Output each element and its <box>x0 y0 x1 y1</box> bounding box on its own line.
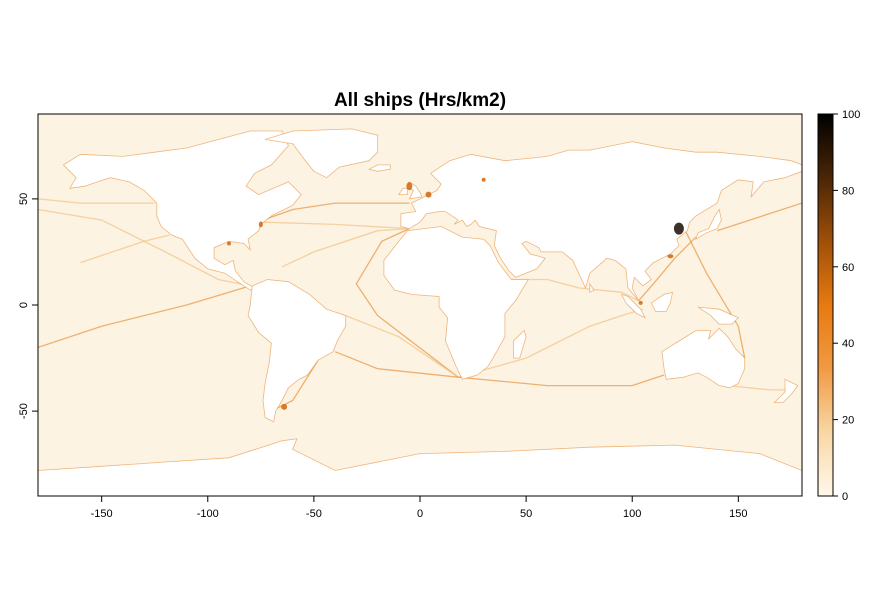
shipping-route <box>271 359 319 412</box>
shipping-route <box>281 227 410 268</box>
x-tick-label: -50 <box>306 508 322 520</box>
traffic-hotspot <box>258 221 263 228</box>
shipping-route <box>458 308 643 378</box>
x-tick-label: 50 <box>520 508 532 520</box>
y-tick-label: -50 <box>18 403 30 419</box>
land-south-america <box>247 279 347 423</box>
shipping-route <box>262 221 410 230</box>
shipping-route <box>716 202 802 232</box>
shipping-route <box>458 374 665 387</box>
land-australia <box>661 327 746 389</box>
land-north-america <box>62 130 302 291</box>
shipping-route <box>334 351 459 378</box>
map-title: All ships (Hrs/km2) <box>334 90 506 111</box>
x-tick-label: 150 <box>729 508 747 520</box>
x-axis: -150 -100 -50 0 50 100 150 <box>91 495 748 520</box>
traffic-hotspot <box>667 254 674 259</box>
land-africa <box>383 226 529 380</box>
shipping-route <box>355 228 459 378</box>
traffic-hotspot <box>481 177 486 182</box>
land-antarctica <box>38 438 802 496</box>
legend-colorbar <box>817 113 834 497</box>
traffic-hotspot <box>638 300 643 305</box>
legend-tick-label: 100 <box>842 109 860 121</box>
shipping-routes <box>38 198 802 412</box>
land-borneo <box>650 291 674 312</box>
y-tick-label: 50 <box>18 193 30 205</box>
legend-tick-label: 40 <box>842 338 854 350</box>
shipping-route <box>684 230 746 359</box>
land-sumatra <box>620 293 646 319</box>
shipping-route <box>638 236 697 302</box>
legend-tick-label: 0 <box>842 491 848 503</box>
x-tick-label: 0 <box>417 508 423 520</box>
land-madagascar <box>513 329 527 359</box>
shipping-route <box>262 202 410 221</box>
land-sri-lanka <box>589 282 595 293</box>
land-masses <box>38 128 802 496</box>
shipping-route <box>511 278 639 302</box>
y-axis: -50 0 50 <box>18 193 39 419</box>
legend-ticks: 0 20 40 60 80 100 <box>833 109 860 503</box>
land-new-guinea <box>697 306 739 325</box>
x-tick-label: -150 <box>91 508 113 520</box>
shipping-route <box>38 285 251 349</box>
color-legend: 0 20 40 60 80 100 <box>817 109 860 503</box>
shipping-route <box>80 234 170 264</box>
traffic-hotspot <box>227 241 231 246</box>
legend-tick-label: 20 <box>842 415 854 427</box>
shipping-route <box>38 198 155 204</box>
legend-tick-label: 60 <box>842 262 854 274</box>
land-eurasia <box>400 141 802 302</box>
x-tick-label: 100 <box>623 508 641 520</box>
traffic-hotspot <box>673 222 684 235</box>
traffic-hotspot <box>281 403 288 410</box>
shipping-route <box>345 314 459 378</box>
land-greenland <box>264 128 378 179</box>
land-new-zealand <box>773 378 799 403</box>
shipping-route <box>38 208 251 287</box>
shipping-route <box>727 384 792 391</box>
land-japan <box>695 208 722 241</box>
legend-tick-label: 80 <box>842 185 854 197</box>
traffic-hotspot <box>406 182 413 191</box>
y-tick-label: 0 <box>18 302 30 308</box>
x-tick-label: -100 <box>197 508 219 520</box>
map-panel: -150 -100 -50 0 50 100 150 -50 0 50 <box>18 113 803 520</box>
land-iceland <box>367 164 391 172</box>
traffic-hotspot <box>425 191 432 198</box>
shipping-hotspots <box>227 177 684 410</box>
